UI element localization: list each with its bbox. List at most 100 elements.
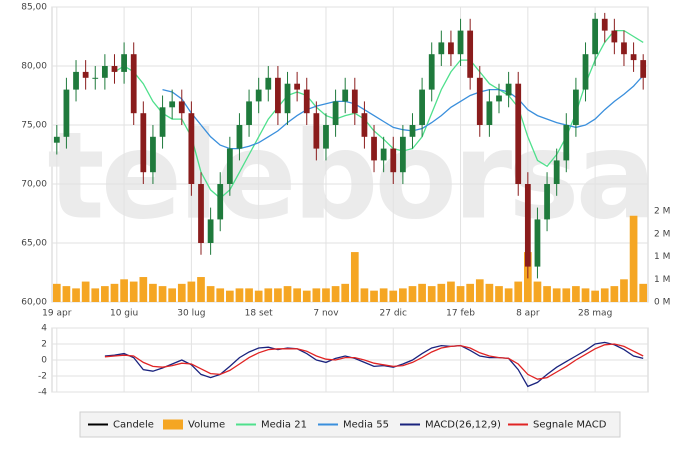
candle-body <box>399 136 406 173</box>
volume-bar <box>302 290 311 302</box>
y-tick-label: -2 <box>38 372 47 382</box>
candle-body <box>505 83 512 96</box>
candle-body <box>409 125 416 137</box>
volume-bar <box>72 288 80 302</box>
candle-body <box>255 89 262 102</box>
candle-body <box>284 83 291 114</box>
volume-bar <box>350 252 359 302</box>
legend-label: MACD(26,12,9) <box>425 420 501 431</box>
y2-tick-label: 2 M <box>654 207 670 217</box>
candle-body <box>563 125 570 161</box>
candle-body <box>82 71 89 78</box>
volume-bar <box>245 288 253 302</box>
volume-bar <box>110 283 119 302</box>
volume-bar <box>389 290 398 302</box>
candle-body <box>207 219 214 243</box>
candle-body <box>140 113 147 173</box>
candle-body <box>198 184 204 243</box>
candle-body <box>226 148 233 184</box>
volume-bar <box>177 283 186 302</box>
volume-bar <box>475 279 484 302</box>
candle-body <box>159 107 166 137</box>
legend-label: Media 21 <box>261 420 307 431</box>
volume-bar <box>514 281 523 302</box>
candle-body <box>611 30 618 43</box>
volume-bar <box>581 288 590 302</box>
volume-bar <box>600 288 609 302</box>
volume-bar <box>591 290 599 302</box>
y2-tick-label: 1 M <box>654 275 670 285</box>
candle-body <box>246 101 252 125</box>
candle-body <box>111 66 118 72</box>
volume-bar <box>283 286 292 302</box>
x-tick-label: 28 mag <box>578 309 612 319</box>
x-tick-label: 19 apr <box>42 309 72 319</box>
volume-bar <box>543 286 551 302</box>
volume-bar <box>533 281 542 302</box>
volume-bar <box>197 277 205 302</box>
candle-body <box>640 60 647 78</box>
volume-bar <box>120 279 128 302</box>
candle-body <box>178 101 185 114</box>
volume-bar <box>206 286 215 302</box>
candle-body <box>524 184 531 267</box>
volume-bar <box>139 277 148 302</box>
candle-body <box>467 30 474 78</box>
legend: Candele Volume Media 21 Media 55 MACD(26,12,… <box>79 411 621 438</box>
volume-bar <box>101 286 109 302</box>
candle-body <box>236 125 243 149</box>
volume-bar <box>264 288 273 302</box>
legend-label: Volume <box>188 420 225 431</box>
candle-body <box>217 184 224 220</box>
y-tick-label: 85,00 <box>21 3 47 13</box>
candle-body <box>342 89 349 102</box>
candle-body <box>630 54 637 61</box>
candle-body <box>582 54 589 90</box>
candle-body <box>534 219 541 267</box>
volume-bar <box>331 286 340 302</box>
x-tick-label: 30 lug <box>177 309 205 319</box>
volume-bar <box>322 288 330 302</box>
candle-body <box>73 71 79 90</box>
candle-body <box>121 54 127 72</box>
y2-tick-label: 1 M <box>654 252 670 262</box>
candle-body <box>351 89 358 114</box>
candle-body <box>428 54 435 90</box>
volume-bar <box>504 288 513 302</box>
volume-bar <box>149 283 157 302</box>
candle-body <box>361 113 368 137</box>
candle-body <box>476 77 483 125</box>
candle-body <box>101 66 108 78</box>
volume-bar <box>437 283 446 302</box>
volume-bar <box>360 288 369 302</box>
candle-body <box>130 54 137 114</box>
candle-body <box>53 136 60 143</box>
line-series <box>104 343 644 380</box>
volume-bar <box>235 288 244 302</box>
volume-bar <box>225 290 234 302</box>
y-tick-label: 75,00 <box>21 121 47 131</box>
volume-bar <box>379 288 388 302</box>
x-tick-label: 10 giu <box>110 309 138 319</box>
volume-bar <box>158 286 167 302</box>
y-tick-label: 60,00 <box>21 298 47 308</box>
candle-body <box>92 77 99 79</box>
volume-bar <box>639 283 648 302</box>
volume-bar <box>254 290 263 302</box>
candle-body <box>438 42 445 55</box>
y-tick-label: 2 <box>41 340 47 350</box>
candle-body <box>457 30 464 55</box>
line-series <box>104 341 644 388</box>
y-tick-label: 0 <box>41 356 47 366</box>
volume-bar <box>495 286 503 302</box>
volume-bar <box>62 286 71 302</box>
candle-body <box>332 101 339 125</box>
candle-body <box>592 18 599 55</box>
candle-body <box>573 89 579 125</box>
y-tick-label: -4 <box>38 388 47 398</box>
candle-body <box>169 101 176 108</box>
candle-body <box>419 89 425 125</box>
volume-bar <box>129 281 138 302</box>
y-tick-label: 70,00 <box>21 180 47 190</box>
candle-body <box>275 77 281 114</box>
